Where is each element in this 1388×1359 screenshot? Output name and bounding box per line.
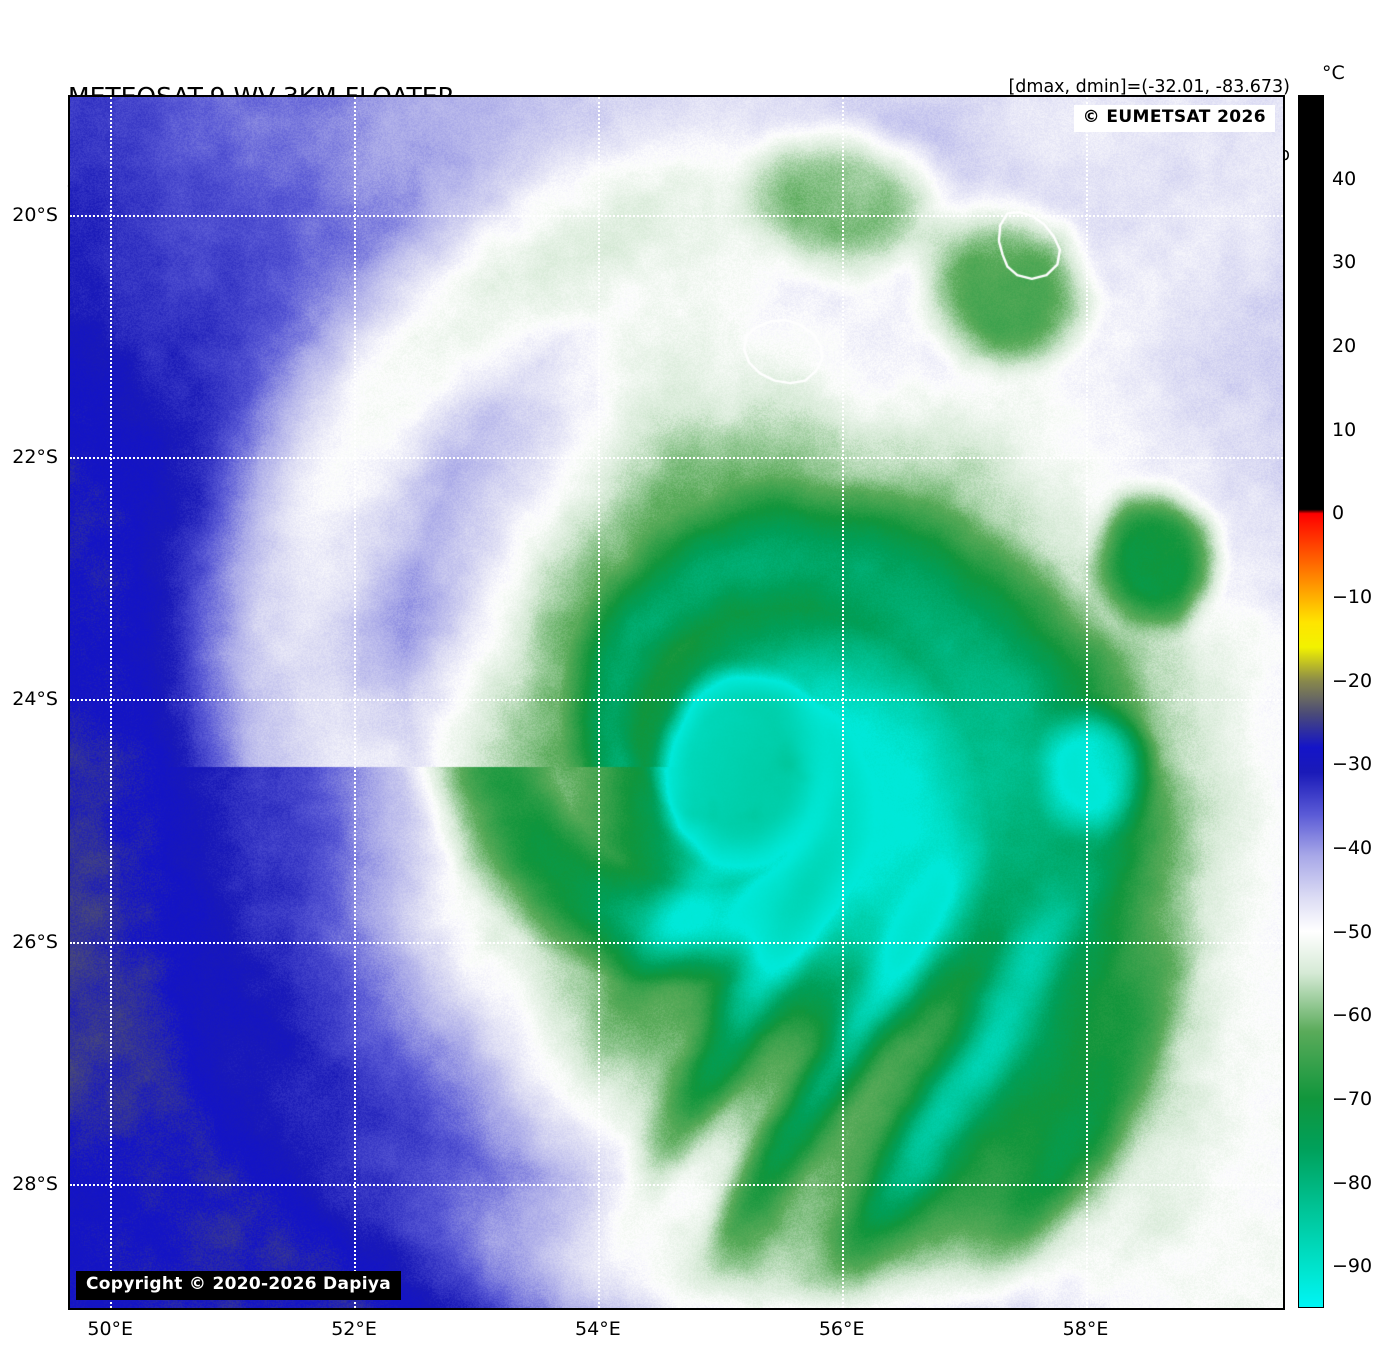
xtick-label-54: 54°E — [575, 1318, 621, 1340]
ytick-label-24: 24°S — [12, 688, 58, 711]
ytick-label-26: 26°S — [12, 930, 58, 953]
cbar-tick--10: −10 — [1332, 585, 1373, 608]
cbar-tick--60: −60 — [1332, 1004, 1373, 1027]
cbar-tick-10: 10 — [1332, 418, 1357, 441]
ytick-label-22: 22°S — [12, 446, 58, 469]
colorbar-gradient — [1299, 96, 1323, 1307]
cbar-tick--30: −30 — [1332, 753, 1373, 776]
xtick-label-58: 58°E — [1062, 1318, 1109, 1340]
cbar-tick--90: −90 — [1332, 1255, 1373, 1278]
cbar-tick--80: −80 — [1332, 1171, 1373, 1194]
dmax-dmin-label: [dmax, dmin]=(-32.01, -83.673) — [1008, 76, 1290, 97]
ytick-label-20: 20°S — [12, 203, 58, 226]
cbar-tick-20: 20 — [1332, 334, 1357, 357]
cbar-tick-40: 40 — [1332, 167, 1357, 190]
cbar-tick--70: −70 — [1332, 1087, 1373, 1110]
eumetsat-copyright-badge: © EUMETSAT 2026 — [1073, 105, 1275, 132]
xtick-label-52: 52°E — [331, 1318, 377, 1340]
xtick-label-56: 56°E — [818, 1318, 865, 1340]
temperature-colorbar[interactable] — [1298, 95, 1324, 1308]
xtick-label-50: 50°E — [87, 1318, 134, 1340]
cbar-tick--40: −40 — [1332, 836, 1373, 859]
dapiya-copyright-badge: Copyright © 2020-2026 Dapiya — [76, 1271, 401, 1300]
satellite-image-plot[interactable]: © EUMETSAT 2026 Copyright © 2020-2026 Da… — [68, 95, 1285, 1310]
cbar-tick--50: −50 — [1332, 920, 1373, 943]
colorbar-unit-label: °C — [1322, 62, 1345, 84]
ytick-label-28: 28°S — [12, 1173, 58, 1196]
cbar-tick--20: −20 — [1332, 669, 1373, 692]
satellite-imagery-canvas — [70, 97, 1283, 1308]
cbar-tick-30: 30 — [1332, 251, 1357, 274]
cbar-tick-0: 0 — [1332, 502, 1345, 525]
